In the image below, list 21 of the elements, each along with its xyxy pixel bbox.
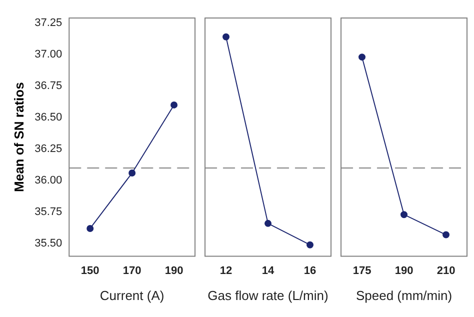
- y-tick-label: 35.50: [34, 238, 62, 250]
- y-tick-label: 36.25: [34, 143, 62, 156]
- y-tick-label: 37.00: [34, 48, 62, 61]
- y-tick-label: 36.50: [34, 112, 62, 124]
- x-axis-title: Gas flow rate (L/min): [208, 288, 328, 303]
- x-axis-title: Current (A): [100, 288, 164, 303]
- y-axis-title: Mean of SN ratios: [11, 82, 26, 192]
- x-tick-label: 16: [304, 264, 316, 277]
- y-tick-label: 35.75: [34, 206, 62, 218]
- x-tick-label: 14: [262, 264, 275, 277]
- x-tick-label: 210: [436, 264, 456, 277]
- y-tick-label: 36.75: [34, 80, 62, 92]
- y-tick-label: 37.25: [34, 17, 62, 30]
- x-tick-label: 175: [352, 264, 372, 277]
- x-axis-title: Speed (mm/min): [356, 288, 452, 303]
- x-tick-label: 12: [220, 264, 232, 277]
- x-tick-label: 190: [394, 264, 414, 277]
- x-tick-label: 150: [80, 264, 100, 277]
- x-tick-label: 170: [122, 264, 142, 277]
- x-tick-label: 190: [164, 264, 184, 277]
- y-tick-label: 36.00: [34, 174, 62, 187]
